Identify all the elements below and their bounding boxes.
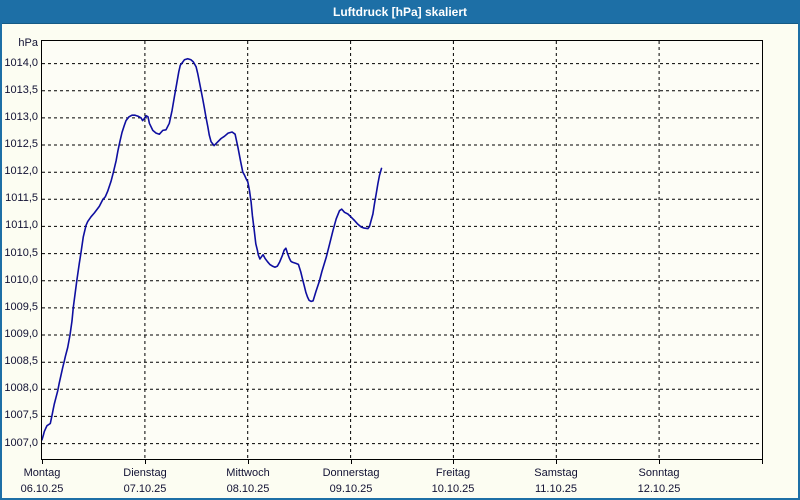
y-axis-unit-label: hPa <box>18 37 38 49</box>
y-tick-label: 1008,0 <box>4 382 38 394</box>
x-day-label: Freitag <box>435 467 471 479</box>
y-tick-label: 1011,0 <box>5 219 38 231</box>
y-tick-label: 1010,0 <box>4 274 38 286</box>
gridlines <box>42 41 762 459</box>
x-axis-tick <box>556 460 557 464</box>
x-day-label: Mittwoch <box>226 467 270 479</box>
x-day-label: Samstag <box>534 467 578 479</box>
x-axis-tick <box>351 460 352 464</box>
x-date-label: 11.10.25 <box>534 483 577 495</box>
y-tick-label: 1013,5 <box>4 84 38 96</box>
x-day-label: Dienstag <box>123 467 167 479</box>
chart-svg <box>42 41 762 459</box>
plot-area <box>41 40 763 460</box>
x-axis-tick <box>42 460 43 464</box>
x-date-label: 10.10.25 <box>431 483 475 495</box>
y-tick-label: 1009,0 <box>4 328 38 340</box>
y-tick-label: 1010,5 <box>4 247 38 259</box>
x-axis-tick <box>659 460 660 464</box>
x-date-label: 08.10.25 <box>226 483 270 495</box>
x-date-label: 07.10.25 <box>123 483 167 495</box>
x-axis-tick <box>453 460 454 464</box>
x-axis-tick <box>248 460 249 464</box>
y-tick-label: 1012,5 <box>4 138 38 150</box>
y-tick-label: 1013,0 <box>4 111 38 123</box>
y-tick-label: 1011,5 <box>5 192 38 204</box>
title-bar[interactable]: Luftdruck [hPa] skaliert <box>2 2 798 24</box>
y-tick-label: 1008,5 <box>4 355 38 367</box>
x-day-label: Montag <box>23 467 61 479</box>
x-day-label: Sonntag <box>638 467 680 479</box>
y-tick-label: 1012,0 <box>4 165 38 177</box>
x-date-label: 12.10.25 <box>637 483 681 495</box>
y-tick-label: 1009,5 <box>4 301 38 313</box>
x-date-label: 09.10.25 <box>329 483 373 495</box>
pressure-curve <box>42 57 383 441</box>
x-axis-tick <box>145 460 146 464</box>
x-axis-tick <box>762 460 763 464</box>
y-tick-label: 1007,5 <box>4 409 38 421</box>
y-tick-label: 1007,0 <box>4 437 38 449</box>
x-date-label: 06.10.25 <box>20 483 64 495</box>
window-title: Luftdruck [hPa] skaliert <box>332 5 468 19</box>
x-day-label: Donnerstag <box>322 467 380 479</box>
y-tick-label: 1014,0 <box>4 57 38 69</box>
